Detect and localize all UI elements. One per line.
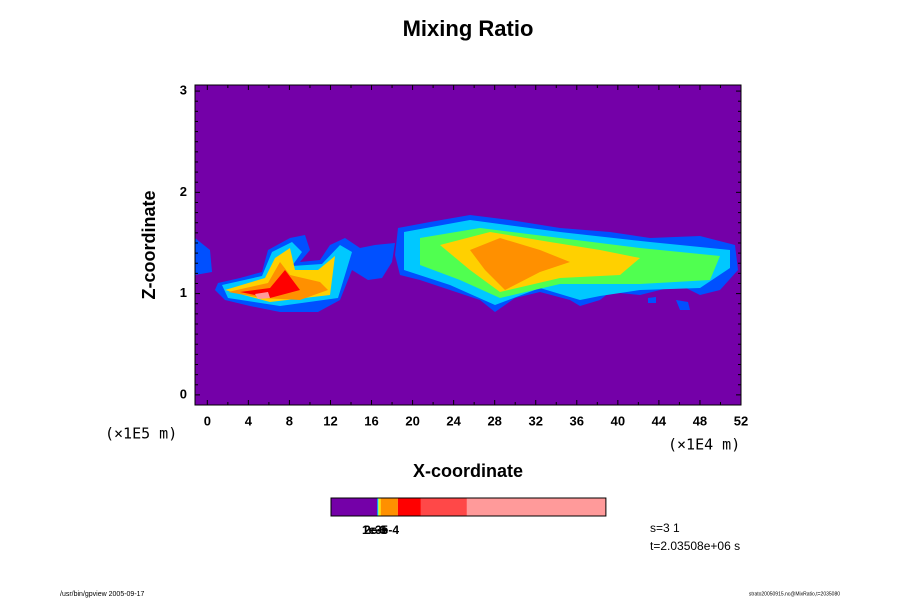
colorbar-segment [377,498,379,516]
x-tick-label: 40 [611,413,625,428]
x-tick-label: 52 [734,413,748,428]
annotation: s=3 1 [650,521,680,535]
contour-region [240,270,300,298]
colorbar-segment [466,498,606,516]
colorbar-label: 2e-5 [364,523,388,537]
annotation: t=2.03508e+06 s [650,539,740,553]
colorbar: 1e-62e-53e-4 [330,497,607,537]
x-tick-label: 28 [487,413,501,428]
contour-region [648,297,690,310]
colorbar-label: 1e-6 [362,523,386,537]
x-tick-label: 16 [364,413,378,428]
y-axis-title: Z-coordinate [139,190,159,299]
x-tick-label: 48 [693,413,707,428]
footer: /usr/bin/gpview 2005-09-17 [60,591,145,598]
x-tick-label: 44 [652,413,667,428]
contour-region [255,292,270,299]
contour-region [470,238,570,290]
x-tick-label: 0 [204,413,211,428]
y-tick-label: 0 [180,386,187,401]
colorbar-segment [331,498,377,516]
y-unit: (×1E5 m) [105,425,177,443]
x-tick-label: 20 [405,413,419,428]
x-tick-label: 8 [286,413,293,428]
colorbar-frame [330,497,607,517]
colorbar-segment [377,498,378,516]
x-axis-title: X-coordinate [413,461,523,481]
x-tick-label: 4 [245,413,253,428]
y-tick-label: 2 [180,184,187,199]
colorbar-segment [380,498,398,516]
contour-field [195,215,738,312]
x-tick-label: 32 [529,413,543,428]
contour-region [195,238,212,275]
colorbar-segment [379,498,381,516]
x-tick-label: 36 [570,413,584,428]
colorbar-segment [420,498,467,516]
x-tick-label: 12 [323,413,337,428]
chart-title: Mixing Ratio [403,16,534,41]
footer: strato20050915.nc@MixRatio,t=2035080 [749,591,840,597]
plot-frame [194,84,742,406]
colorbar-label: 3e-4 [375,523,399,537]
colorbar-segment [397,498,421,516]
colorbar-segment [378,498,379,516]
colorbar-segment [378,498,380,516]
x-tick-label: 24 [446,413,461,428]
y-tick-label: 1 [180,285,187,300]
x-unit: (×1E4 m) [668,436,740,454]
y-tick-label: 3 [180,83,187,98]
